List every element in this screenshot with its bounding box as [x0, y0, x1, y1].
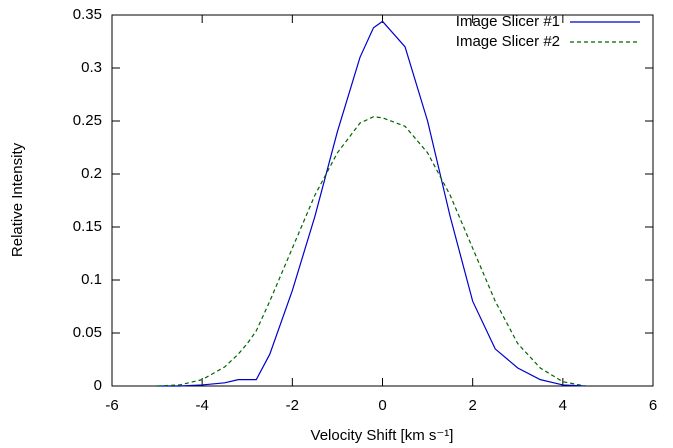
y-axis-label: Relative Intensity: [9, 142, 26, 257]
y-tick-label: 0: [94, 377, 102, 394]
x-tick-label: 4: [559, 397, 567, 414]
y-tick-label: 0.3: [81, 59, 102, 76]
x-axis-label: Velocity Shift [km s⁻¹]: [311, 427, 454, 444]
y-tick-label: 0.1: [81, 271, 102, 288]
x-tick-label: 2: [468, 397, 476, 414]
x-tick-label: 6: [649, 397, 657, 414]
x-tick-label: 0: [378, 397, 386, 414]
y-tick-label: 0.25: [73, 112, 102, 129]
plot-frame: [111, 14, 654, 387]
y-tick-label: 0.05: [73, 324, 102, 341]
x-tick-label: -6: [105, 397, 118, 414]
legend-label: Image Slicer #2: [456, 33, 560, 50]
legend-label: Image Slicer #1: [456, 13, 560, 30]
y-tick-label: 0.15: [73, 218, 102, 235]
data-line: [157, 116, 586, 387]
data-line: [157, 20, 586, 387]
x-tick-label: -2: [286, 397, 299, 414]
x-tick-label: -4: [195, 397, 208, 414]
y-tick-label: 0.2: [81, 165, 102, 182]
y-tick-label: 0.35: [73, 6, 102, 23]
